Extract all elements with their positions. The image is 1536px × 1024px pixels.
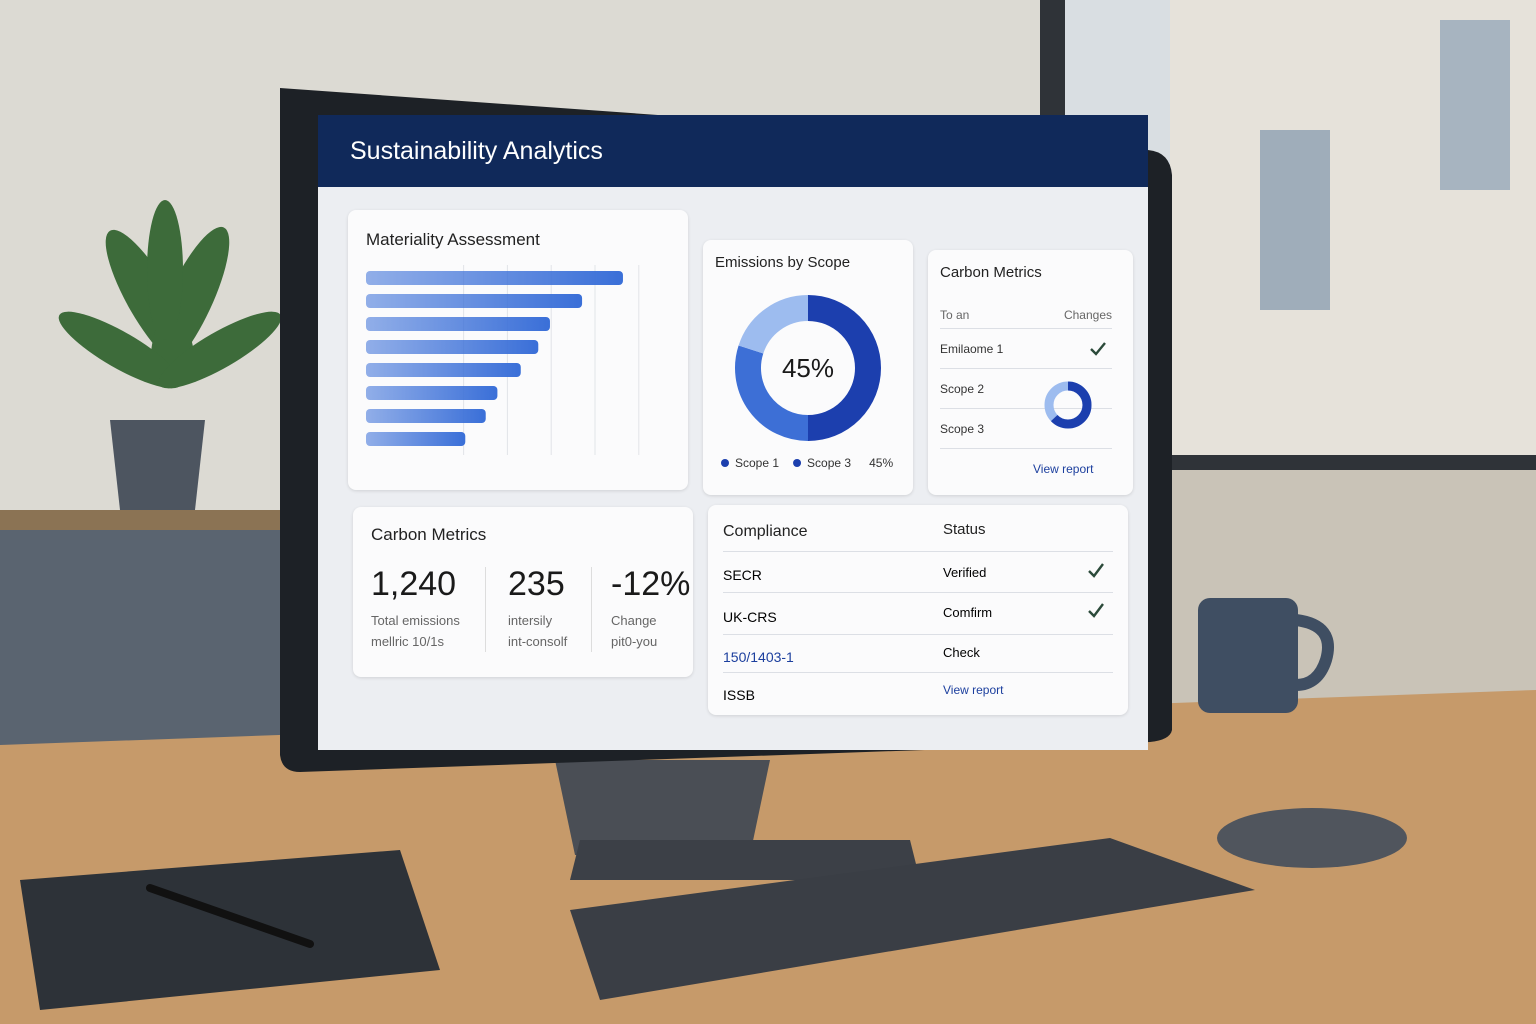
bar xyxy=(366,294,583,308)
metric: 1,240 Total emissions mellric 10/1s xyxy=(371,565,460,652)
table-row: Emilaome 1 xyxy=(940,342,1112,369)
column-header: Compliance xyxy=(723,523,808,540)
center-label: 45% xyxy=(782,353,834,383)
bar xyxy=(366,317,550,331)
row-label: UK-CRS xyxy=(723,609,777,625)
compliance-panel: Compliance Status SECR Verified UK-CRS C… xyxy=(708,505,1128,715)
plant xyxy=(58,200,282,389)
bar-chart xyxy=(366,265,640,455)
row-label: Emilaome 1 xyxy=(940,342,1004,356)
bar xyxy=(366,432,466,446)
check-icon xyxy=(1088,563,1104,578)
panel-title: Materiality Assessment xyxy=(366,230,540,249)
column-header: Status xyxy=(943,521,986,538)
bar xyxy=(366,363,521,377)
row-status: Comfirm xyxy=(943,605,993,620)
metric-text: Total emissions xyxy=(371,613,460,628)
header-cell: To an xyxy=(940,308,970,322)
bar xyxy=(366,271,623,285)
row-status: Verified xyxy=(943,565,987,580)
separator xyxy=(723,633,1113,635)
legend-label: Scope 1 xyxy=(735,456,779,470)
bar xyxy=(366,340,539,354)
row-label: Scope 3 xyxy=(940,422,985,436)
metric-text: Change xyxy=(611,613,657,628)
mug-handle xyxy=(1295,614,1334,691)
metric-text: mellric 10/1s xyxy=(371,634,444,649)
view-report-link[interactable]: View report xyxy=(1033,462,1094,476)
row-label: SECR xyxy=(723,567,762,583)
cabinet xyxy=(0,520,300,750)
bar xyxy=(366,409,486,423)
bar xyxy=(366,386,498,400)
cabinet-top xyxy=(0,510,300,530)
legend-label: Scope 3 xyxy=(807,456,851,470)
legend-label: 45% xyxy=(869,456,893,470)
row-label: ISSB xyxy=(723,687,755,703)
metric-value: -12% xyxy=(611,565,691,603)
emissions-panel: Emissions by Scope 45% Scope 1 Scope 3 45% xyxy=(703,240,913,495)
carbon-table-panel: Carbon Metrics To an Changes Emilaome 1 … xyxy=(928,250,1133,495)
building-window xyxy=(1440,20,1510,190)
panel-title: Emissions by Scope xyxy=(715,254,851,271)
panel-title: Carbon Metrics xyxy=(371,525,487,544)
row-label: Scope 2 xyxy=(940,382,985,396)
row-status: Check xyxy=(943,645,980,660)
panel-title: Carbon Metrics xyxy=(940,264,1042,281)
metric: 235 intersily int-consolf xyxy=(508,565,567,652)
table-row: Scope 2 xyxy=(940,382,1112,409)
donut-segment xyxy=(807,295,881,441)
materiality-panel: Materiality Assessment xyxy=(348,210,688,490)
header-title: Sustainability Analytics xyxy=(318,115,1148,187)
view-report-link[interactable]: View report xyxy=(943,683,1004,697)
building-window xyxy=(1260,130,1330,310)
mug xyxy=(1198,598,1298,713)
notebook xyxy=(20,850,440,1010)
donut-segment xyxy=(735,345,809,441)
mouse xyxy=(1217,808,1407,868)
donut-chart: 45% Scope 1 Scope 3 45% xyxy=(721,295,893,470)
metric: -12% Change pit0-you xyxy=(611,565,690,652)
metric-value: 235 xyxy=(508,565,565,603)
legend-dot xyxy=(721,459,729,467)
monitor-base xyxy=(570,840,920,880)
pen xyxy=(146,884,314,948)
check-icon xyxy=(1088,603,1104,618)
dashboard-screen: Sustainability Analytics Materiality Ass… xyxy=(318,115,1148,750)
separator xyxy=(723,591,1113,593)
monitor-stand xyxy=(555,760,770,855)
separator xyxy=(723,550,1113,552)
row-label: 150/1403-1 xyxy=(723,649,794,665)
donut-segment xyxy=(738,295,809,355)
keyboard xyxy=(570,838,1255,1000)
separator xyxy=(723,671,1113,673)
metric-text: int-consolf xyxy=(508,634,568,649)
metric-value: 1,240 xyxy=(371,565,457,603)
table-row: Scope 3 xyxy=(940,422,1112,449)
table-header: To an Changes xyxy=(940,308,1112,329)
mini-donut xyxy=(1044,381,1092,429)
metric-text: pit0-you xyxy=(611,634,658,649)
divider xyxy=(485,567,486,652)
metric-text: intersily xyxy=(508,613,553,628)
divider xyxy=(591,567,592,652)
header-cell: Changes xyxy=(1063,308,1112,322)
carbon-metrics-panel: Carbon Metrics 1,240 Total emissions mel… xyxy=(353,507,693,677)
legend-dot xyxy=(793,459,802,467)
plant-pot xyxy=(110,420,205,510)
check-icon xyxy=(1090,342,1106,356)
